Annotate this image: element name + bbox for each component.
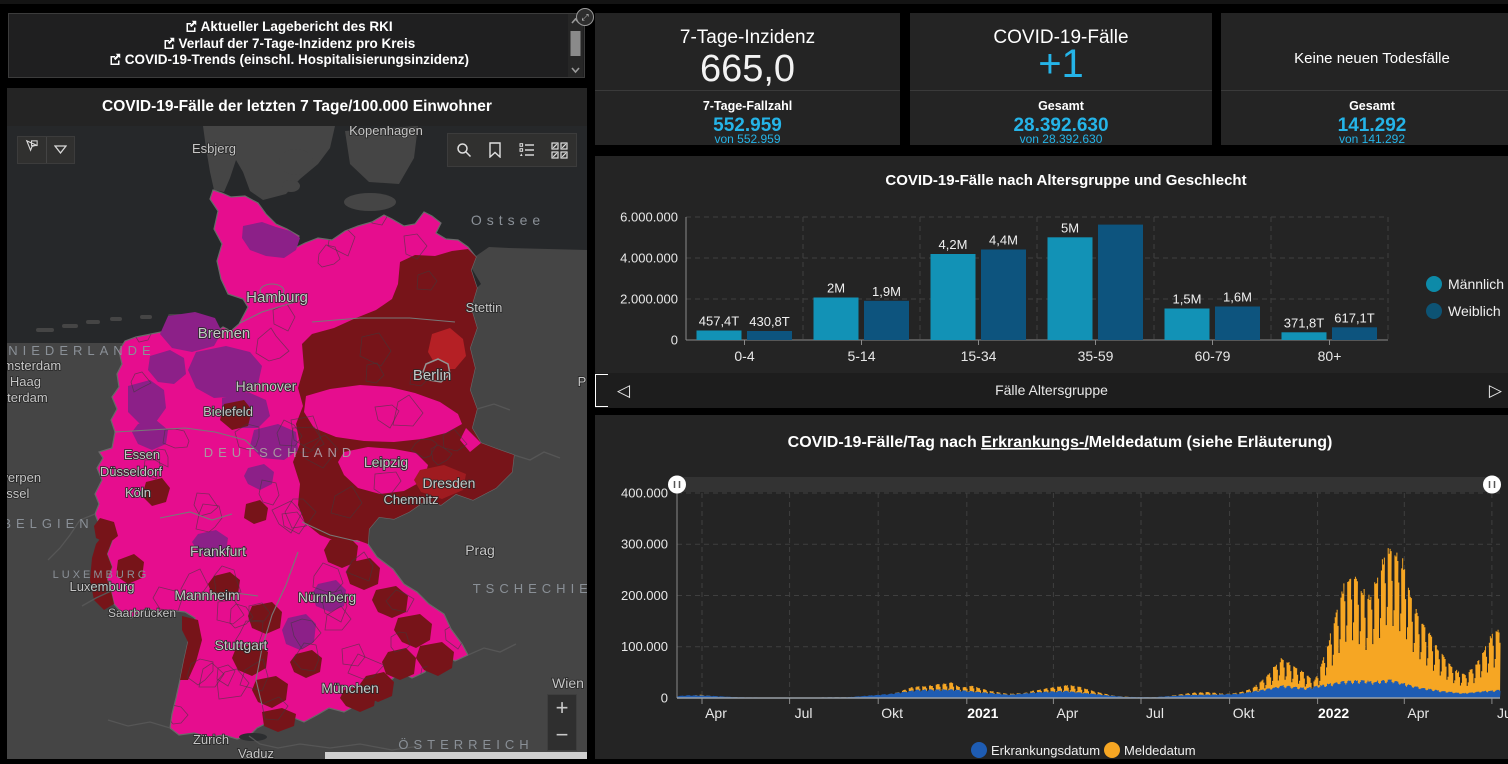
svg-text:371,8T: 371,8T <box>1284 315 1325 330</box>
svg-text:Ostsee: Ostsee <box>471 212 545 228</box>
svg-text:5-14: 5-14 <box>847 348 875 364</box>
svg-text:60-79: 60-79 <box>1195 348 1231 364</box>
svg-text:Essen: Essen <box>124 447 160 462</box>
svg-text:rüssel: rüssel <box>7 486 29 501</box>
svg-text:otterdam: otterdam <box>7 390 48 405</box>
svg-text:4,2M: 4,2M <box>939 237 968 252</box>
svg-text:300.000: 300.000 <box>621 537 668 552</box>
svg-text:n Haag: n Haag <box>7 374 41 389</box>
svg-text:5M: 5M <box>1061 220 1079 235</box>
svg-text:Amsterdam: Amsterdam <box>7 358 61 373</box>
svg-text:100.000: 100.000 <box>621 639 668 654</box>
svg-text:Weiblich: Weiblich <box>1448 303 1501 319</box>
svg-text:München: München <box>321 680 379 696</box>
svg-text:BELGIEN: BELGIEN <box>7 516 94 531</box>
svg-text:NIEDERLANDE: NIEDERLANDE <box>8 343 155 358</box>
svg-text:35-59: 35-59 <box>1078 348 1114 364</box>
svg-text:Jul: Jul <box>795 705 813 721</box>
svg-text:Prag: Prag <box>465 542 495 558</box>
svg-text:Esbjerg: Esbjerg <box>192 141 236 156</box>
svg-text:15-34: 15-34 <box>961 348 997 364</box>
svg-text:Kopenhagen: Kopenhagen <box>349 126 423 138</box>
svg-text:Köln: Köln <box>125 485 151 500</box>
svg-text:2M: 2M <box>827 281 845 296</box>
svg-text:1,5M: 1,5M <box>1173 292 1202 307</box>
svg-text:2021: 2021 <box>967 705 998 721</box>
svg-text:1,9M: 1,9M <box>872 284 901 299</box>
svg-text:LUXEMBURG: LUXEMBURG <box>53 569 150 581</box>
svg-text:617,1T: 617,1T <box>1334 310 1375 325</box>
svg-text:4,4M: 4,4M <box>989 233 1018 248</box>
svg-text:4.000.000: 4.000.000 <box>620 250 678 265</box>
svg-text:Jul: Jul <box>1497 705 1508 721</box>
svg-text:Leipzig: Leipzig <box>364 454 408 470</box>
svg-text:0: 0 <box>671 332 678 347</box>
svg-text:400.000: 400.000 <box>621 485 668 500</box>
svg-text:Saarbrücken: Saarbrücken <box>108 606 176 620</box>
svg-text:1,6M: 1,6M <box>1223 290 1252 305</box>
svg-text:Düsseldorf: Düsseldorf <box>100 464 163 479</box>
svg-text:Vaduz: Vaduz <box>238 746 274 759</box>
svg-text:457,4T: 457,4T <box>699 314 740 329</box>
svg-text:Frankfurt: Frankfurt <box>190 543 246 559</box>
svg-text:Bremen: Bremen <box>198 325 251 342</box>
svg-text:Meldedatum: Meldedatum <box>1124 743 1196 758</box>
svg-text:200.000: 200.000 <box>621 588 668 603</box>
svg-text:TSCHECHIEN: TSCHECHIEN <box>473 581 587 596</box>
svg-text:Stettin: Stettin <box>466 300 503 315</box>
svg-text:Dresden: Dresden <box>423 475 476 491</box>
svg-text:Mannheim: Mannheim <box>174 587 239 603</box>
svg-text:COVID-19-Fälle/Tag nach Erkran: COVID-19-Fälle/Tag nach Erkrankungs-/Mel… <box>788 434 1333 451</box>
svg-text:Apr: Apr <box>1407 705 1429 721</box>
svg-text:430,8T: 430,8T <box>749 314 790 329</box>
svg-text:DEUTSCHLAND: DEUTSCHLAND <box>204 445 357 460</box>
svg-text:Erkrankungsdatum: Erkrankungsdatum <box>991 743 1100 758</box>
svg-text:Luxemburg: Luxemburg <box>69 579 134 594</box>
svg-text:0-4: 0-4 <box>734 348 754 364</box>
svg-text:Apr: Apr <box>705 705 727 721</box>
svg-text:Zürich: Zürich <box>193 732 229 747</box>
svg-text:2.000.000: 2.000.000 <box>620 291 678 306</box>
svg-text:Jul: Jul <box>1146 705 1164 721</box>
svg-text:Chemnitz: Chemnitz <box>384 492 439 507</box>
svg-text:Hamburg: Hamburg <box>246 289 308 306</box>
svg-text:Hannover: Hannover <box>236 378 297 394</box>
svg-text:COVID-19-Fälle nach Altersgrup: COVID-19-Fälle nach Altersgruppe und Ges… <box>885 172 1246 189</box>
svg-text:Berlin: Berlin <box>413 367 451 384</box>
svg-text:Bielefeld: Bielefeld <box>203 404 253 419</box>
svg-text:P: P <box>578 374 587 389</box>
svg-text:2022: 2022 <box>1318 705 1349 721</box>
svg-text:Stuttgart: Stuttgart <box>215 637 268 653</box>
svg-text:6.000.000: 6.000.000 <box>620 209 678 224</box>
svg-text:ÖSTERREICH: ÖSTERREICH <box>398 737 533 752</box>
svg-text:Wien: Wien <box>552 675 584 691</box>
svg-text:Männlich: Männlich <box>1448 276 1504 292</box>
svg-text:Okt: Okt <box>1233 705 1255 721</box>
svg-text:0: 0 <box>661 690 668 705</box>
svg-text:80+: 80+ <box>1318 348 1342 364</box>
svg-text:twerpen: twerpen <box>7 470 41 485</box>
svg-text:Apr: Apr <box>1057 705 1079 721</box>
svg-text:Nürnberg: Nürnberg <box>298 589 356 605</box>
svg-text:Okt: Okt <box>881 705 903 721</box>
